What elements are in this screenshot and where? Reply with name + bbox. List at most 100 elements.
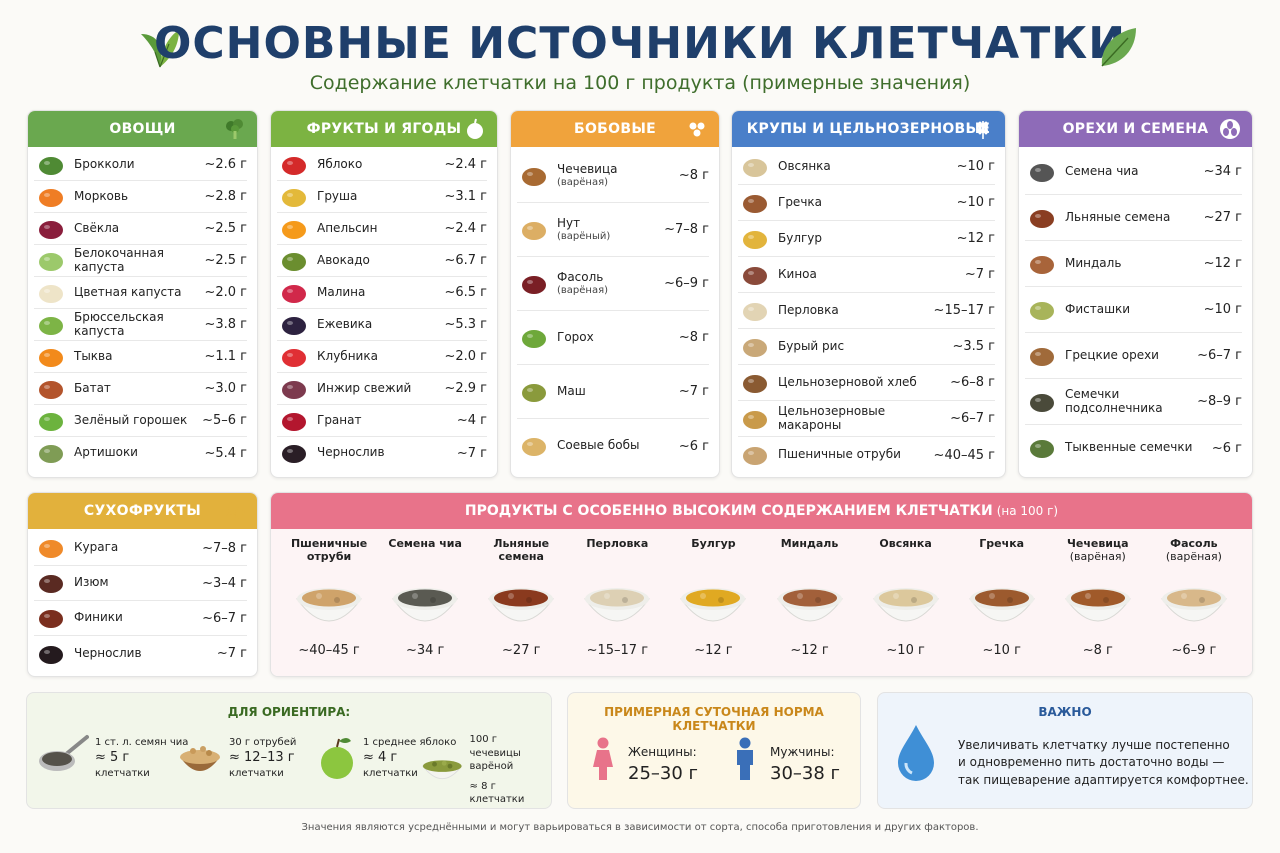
item-name: Семена чиа	[1065, 163, 1139, 178]
high-fiber-title: ПРОДУКТЫ С ОСОБЕННО ВЫСОКИМ СОДЕРЖАНИЕМ …	[464, 503, 993, 519]
item-name: Батат	[74, 380, 111, 395]
list-item: Перловка ~15–17 г	[738, 293, 995, 329]
item-name: Ежевика	[317, 316, 373, 331]
high-fiber-name: Пшеничные отруби	[290, 537, 368, 564]
list-item: Семечки подсолнечника ~8–9 г	[1025, 379, 1242, 425]
item-name: Овсянка	[778, 158, 831, 173]
pasta-icon	[738, 406, 772, 432]
list-item: Тыква ~1.1 г	[34, 341, 247, 373]
item-value: ~7 г	[964, 267, 995, 282]
item-name: Чернослив	[74, 645, 142, 660]
card-title-grains: КРУПЫ И ЦЕЛЬНОЗЕРНОВЫЕ	[746, 121, 991, 137]
list-item: Булгур ~12 г	[738, 221, 995, 257]
item-name: Груша	[317, 188, 358, 203]
item-value: ~2.0 г	[204, 285, 247, 300]
guide-lentils-amount: ≈ 8 г клетчатки	[469, 780, 525, 806]
item-name: Брокколи	[74, 156, 135, 171]
important-panel: ВАЖНО Увеличивать клетчатку лучше постеп…	[877, 692, 1253, 809]
blackberry-icon	[277, 312, 311, 338]
item-value: ~8 г	[678, 168, 709, 183]
item-value: ~2.8 г	[204, 189, 247, 204]
high-fiber-value: ~10 г	[982, 643, 1021, 658]
list-item: Чернослив ~7 г	[34, 636, 247, 671]
high-fiber-header: ПРОДУКТЫ С ОСОБЕННО ВЫСОКИМ СОДЕРЖАНИЕМ …	[271, 493, 1252, 529]
item-name: Чернослив	[317, 445, 385, 460]
green-apple-icon	[321, 738, 353, 779]
artichoke-icon	[34, 440, 68, 466]
list-item: Морковь ~2.8 г	[34, 181, 247, 213]
list-item: Батат ~3.0 г	[34, 373, 247, 405]
list-item: Тыквенные семечки ~6 г	[1025, 425, 1242, 471]
page-title: ОСНОВНЫЕ ИСТОЧНИКИ КЛЕТЧАТКИ	[153, 18, 1127, 69]
high-fiber-item: Пшеничные отруби ~40–45 г	[281, 537, 377, 676]
high-fiber-value: ~12 г	[694, 643, 733, 658]
item-name: Фасоль	[557, 270, 604, 285]
list-item: Белокочанная капуста ~2.5 г	[34, 245, 247, 277]
guide-chia-line3: клетчатки	[95, 767, 150, 779]
item-name: Курага	[74, 540, 119, 555]
high-fiber-item: Семена чиа ~34 г	[377, 537, 473, 676]
item-value: ~5.3 г	[444, 317, 487, 332]
item-value: ~34 г	[1203, 164, 1242, 179]
high-fiber-value: ~27 г	[502, 643, 541, 658]
item-value: ~2.5 г	[204, 253, 247, 268]
dates-icon	[34, 605, 68, 631]
bread-icon	[738, 370, 772, 396]
item-value: ~10 г	[1203, 302, 1242, 317]
card-fruits: ФРУКТЫ И ЯГОДЫ Яблоко ~2.4 г Груша ~3.1 г Апе…	[270, 110, 498, 478]
item-name: Нут	[557, 216, 581, 231]
list-item: Маш ~7 г	[517, 365, 709, 419]
dried-fruit-icon	[226, 502, 245, 522]
high-fiber-grid: Пшеничные отруби ~40–45 г Семена чиа ~34 г Л…	[271, 529, 1252, 676]
item-value: ~12 г	[956, 231, 995, 246]
item-name: Авокадо	[317, 252, 370, 267]
list-item: Цельнозерновые макароны ~6–7 г	[738, 401, 995, 437]
item-name: Киноа	[778, 266, 817, 281]
high-fiber-name: Чечевица	[1066, 537, 1129, 550]
item-name: Льняные семена	[1065, 209, 1171, 224]
green-peas-icon	[34, 408, 68, 434]
list-item: Цельнозерновой хлеб ~6–8 г	[738, 365, 995, 401]
item-name: Цельнозерновые макароны	[778, 404, 886, 432]
card-vegetables: ОВОЩИ Брокколи ~2.6 г Морковь ~2.8 г Свёкла ~2…	[27, 110, 258, 478]
card-header-vegetables: ОВОЩИ	[28, 111, 257, 147]
list-item: Яблоко ~2.4 г	[277, 149, 487, 181]
list-item: Ежевика ~5.3 г	[277, 309, 487, 341]
item-value: ~10 г	[956, 159, 995, 174]
item-note: (варёная)	[557, 176, 609, 188]
wheat-icon	[978, 121, 988, 139]
list-item: Брокколи ~2.6 г	[34, 149, 247, 181]
item-value: ~10 г	[956, 195, 995, 210]
item-name: Гранат	[317, 412, 362, 427]
card-header-grains: КРУПЫ И ЦЕЛЬНОЗЕРНОВЫЕ	[732, 111, 1005, 147]
buckwheat-icon	[738, 190, 772, 216]
high-fiber-value: ~40–45 г	[298, 643, 360, 658]
item-value: ~1.1 г	[204, 349, 247, 364]
item-value: ~7–8 г	[664, 222, 709, 237]
item-name: Гречка	[778, 194, 823, 209]
high-fiber-value: ~6–9 г	[1171, 643, 1217, 658]
list-item: Авокадо ~6.7 г	[277, 245, 487, 277]
item-value: ~5.4 г	[204, 445, 247, 461]
chickpeas-icon	[517, 217, 551, 243]
item-value: ~2.6 г	[204, 157, 247, 172]
list-item: Зелёный горошек ~5–6 г	[34, 405, 247, 437]
item-value: ~3.1 г	[444, 189, 487, 204]
high-fiber-value: ~12 г	[790, 643, 829, 658]
card-rows-nuts: Семена чиа ~34 г Льняные семена ~27 г Миндал…	[1019, 147, 1252, 471]
list-item: Нут (варёный) ~7–8 г	[517, 203, 709, 257]
item-name: Клубника	[317, 348, 378, 363]
card-title-dried: СУХОФРУКТЫ	[83, 503, 202, 519]
footer-note: Значения являются усреднёнными и могут в…	[301, 822, 979, 833]
men-label: Мужчины:	[770, 745, 835, 759]
card-header-fruits: ФРУКТЫ И ЯГОДЫ	[271, 111, 497, 147]
item-name: Горох	[557, 329, 594, 344]
high-fiber-value: ~8 г	[1082, 643, 1113, 658]
high-fiber-name: Булгур	[691, 537, 736, 550]
list-item: Киноа ~7 г	[738, 257, 995, 293]
item-value: ~6–9 г	[664, 276, 709, 291]
guide-title: ДЛЯ ОРИЕНТИРА:	[227, 705, 351, 719]
high-fiber-name: Миндаль	[780, 537, 839, 550]
item-value: ~40–45 г	[933, 447, 995, 463]
item-value: ~3.5 г	[952, 339, 995, 354]
